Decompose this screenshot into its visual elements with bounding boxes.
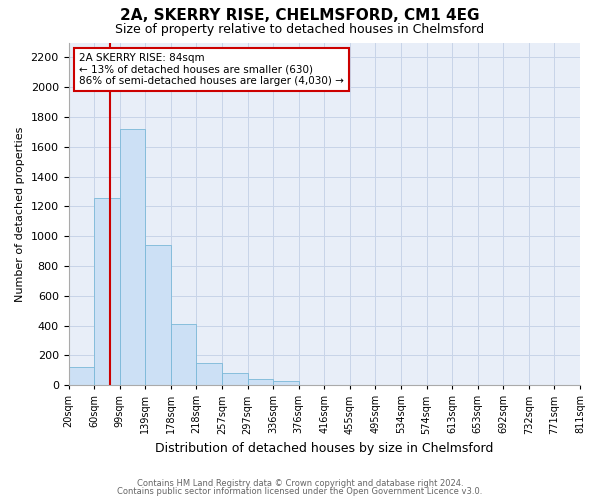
- Bar: [68, 368, 94, 385]
- Text: 2A, SKERRY RISE, CHELMSFORD, CM1 4EG: 2A, SKERRY RISE, CHELMSFORD, CM1 4EG: [120, 8, 480, 22]
- Bar: [94, 198, 119, 385]
- Bar: [222, 373, 248, 385]
- Bar: [196, 363, 222, 385]
- Text: Contains HM Land Registry data © Crown copyright and database right 2024.: Contains HM Land Registry data © Crown c…: [137, 478, 463, 488]
- Bar: [248, 379, 273, 385]
- Y-axis label: Number of detached properties: Number of detached properties: [15, 126, 25, 302]
- Text: Size of property relative to detached houses in Chelmsford: Size of property relative to detached ho…: [115, 22, 485, 36]
- Bar: [145, 245, 171, 385]
- X-axis label: Distribution of detached houses by size in Chelmsford: Distribution of detached houses by size …: [155, 442, 493, 455]
- Text: 2A SKERRY RISE: 84sqm
← 13% of detached houses are smaller (630)
86% of semi-det: 2A SKERRY RISE: 84sqm ← 13% of detached …: [79, 53, 344, 86]
- Text: Contains public sector information licensed under the Open Government Licence v3: Contains public sector information licen…: [118, 488, 482, 496]
- Bar: [119, 129, 145, 385]
- Bar: [273, 382, 299, 385]
- Bar: [171, 324, 196, 385]
